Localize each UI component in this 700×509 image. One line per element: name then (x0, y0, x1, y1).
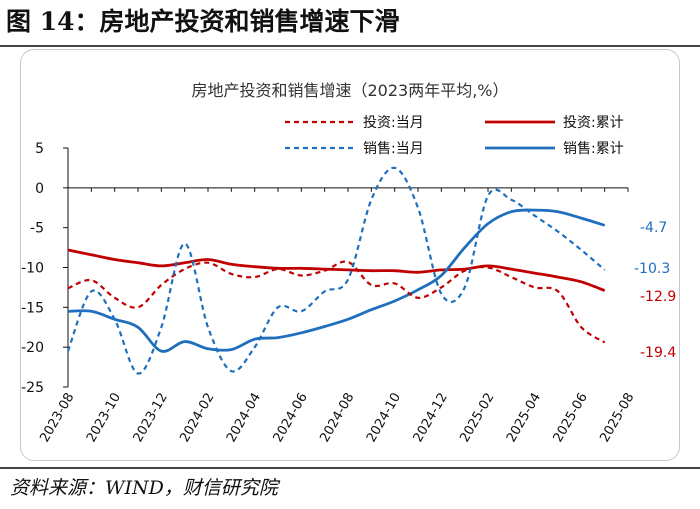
source-note: 资料来源：WIND，财信研究院 (10, 477, 278, 499)
x-tick-label: 2024-04 (224, 391, 264, 446)
series-layer (66, 166, 606, 375)
legend-label-3: 销售:累计 (563, 141, 624, 157)
chart-title: 房地产投资和销售增速（2023两年平均,%） (191, 81, 508, 100)
legend-label-1: 投资:累计 (563, 115, 624, 131)
x-tick-label: 2024-08 (317, 391, 357, 446)
x-tick-label: 2023-12 (131, 391, 171, 446)
y-tick-label: -15 (21, 300, 44, 316)
top-rule (0, 45, 700, 47)
series-line-3 (67, 208, 606, 353)
end-labels: -19.4 -12.9 -10.3 -4.7 (634, 220, 676, 361)
series-line-0 (67, 260, 606, 344)
bottom-rule (0, 467, 700, 469)
y-tick-label: -20 (21, 340, 44, 356)
x-tick-label: 2025-04 (504, 391, 544, 446)
end-label-1: -12.9 (640, 289, 676, 305)
series-line-1 (67, 248, 606, 292)
x-tick-label: 2024-12 (411, 391, 451, 446)
series-line-2 (66, 166, 606, 375)
end-label-2: -10.3 (634, 261, 670, 277)
x-tick-label: 2025-06 (551, 391, 591, 446)
end-label-0: -19.4 (640, 345, 676, 361)
x-tick-label: 2023-10 (84, 391, 124, 446)
y-tick-label: -5 (30, 221, 44, 237)
end-label-3: -4.7 (640, 220, 667, 236)
y-axis: 5 0 -5 -10 -15 -20 -25 (21, 141, 69, 396)
x-tick-label: 2025-08 (597, 391, 637, 446)
x-tick-label: 2025-02 (457, 391, 497, 446)
y-tick-label: 0 (35, 181, 44, 197)
legend-label-0: 投资:当月 (363, 115, 424, 131)
legend-label-2: 销售:当月 (363, 141, 424, 157)
chart-frame (20, 49, 680, 461)
x-tick-label: 2024-02 (177, 391, 217, 446)
y-tick-label: -25 (21, 380, 44, 396)
x-axis: 2023-08 2023-10 2023-12 2024-02 2024-04 2024-… (37, 187, 637, 446)
y-tick-label: 5 (35, 141, 44, 157)
figure-title: 图 14：房地产投资和销售增速下滑 (6, 7, 400, 36)
x-tick-label: 2024-10 (364, 391, 404, 446)
y-tick-label: -10 (21, 261, 44, 277)
x-tick-label: 2024-06 (271, 391, 311, 446)
x-tick-label: 2023-08 (37, 391, 77, 446)
